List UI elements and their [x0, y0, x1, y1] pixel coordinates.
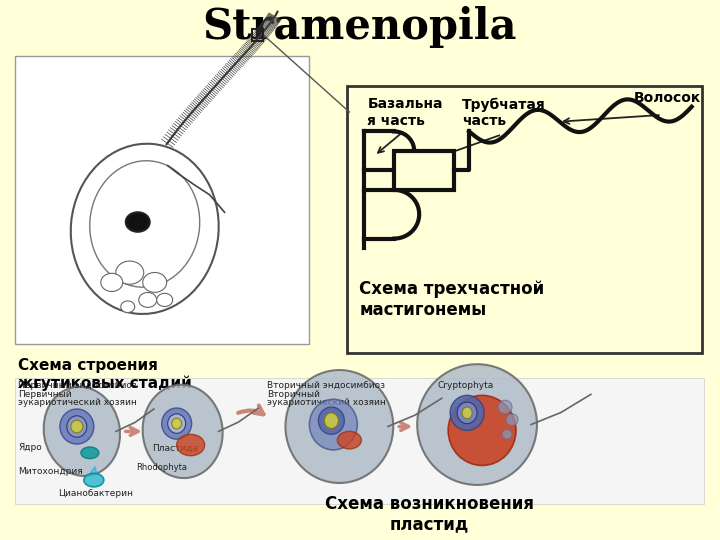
Text: Митохондрия: Митохондрия — [18, 468, 83, 476]
Bar — [395, 151, 454, 190]
Ellipse shape — [126, 212, 150, 232]
Ellipse shape — [168, 414, 186, 433]
Text: Вторичный: Вторичный — [268, 390, 320, 400]
Ellipse shape — [318, 407, 344, 434]
Ellipse shape — [60, 409, 94, 444]
Ellipse shape — [450, 395, 484, 430]
Circle shape — [506, 414, 518, 426]
Ellipse shape — [139, 293, 157, 307]
Ellipse shape — [162, 408, 192, 439]
Text: Cryptophyta: Cryptophyta — [437, 381, 493, 390]
Ellipse shape — [462, 407, 472, 419]
Text: Первичный: Первичный — [18, 390, 71, 400]
Ellipse shape — [44, 387, 120, 476]
Ellipse shape — [116, 261, 144, 284]
Circle shape — [498, 400, 512, 414]
Ellipse shape — [67, 416, 87, 437]
Bar — [347, 86, 702, 354]
Text: эукариотический хозяин: эукариотический хозяин — [18, 399, 137, 407]
Ellipse shape — [143, 384, 222, 478]
Ellipse shape — [325, 413, 338, 428]
Ellipse shape — [84, 473, 104, 487]
Ellipse shape — [448, 395, 516, 465]
Ellipse shape — [71, 420, 83, 433]
Ellipse shape — [71, 144, 219, 314]
Text: Схема строения
жгутиковых стадий: Схема строения жгутиковых стадий — [18, 359, 192, 392]
Ellipse shape — [121, 301, 135, 313]
Ellipse shape — [171, 418, 181, 429]
Circle shape — [502, 429, 512, 439]
Text: Цианобактерин: Цианобактерин — [58, 489, 133, 498]
Ellipse shape — [101, 273, 123, 292]
Text: Вторичный эндосимбиоз: Вторичный эндосимбиоз — [268, 381, 385, 390]
Ellipse shape — [417, 364, 537, 485]
Text: Волосок: Волосок — [634, 91, 701, 105]
Text: эукариотический хозяин: эукариотический хозяин — [268, 399, 387, 407]
Ellipse shape — [90, 161, 199, 287]
Bar — [15, 57, 310, 344]
Ellipse shape — [143, 273, 167, 292]
Text: Ядро: Ядро — [18, 443, 42, 452]
Text: Базальна
я часть: Базальна я часть — [367, 97, 443, 127]
Text: Stramenopila: Stramenopila — [202, 6, 516, 48]
Text: Схема трехчастной
мастигонемы: Схема трехчастной мастигонемы — [359, 280, 544, 319]
Bar — [251, 29, 264, 41]
Text: Первичный эндосимбиоз: Первичный эндосимбиоз — [18, 381, 137, 390]
Ellipse shape — [457, 402, 477, 423]
Ellipse shape — [338, 431, 361, 449]
Text: Трубчатая
часть: Трубчатая часть — [462, 97, 546, 128]
Text: Rhodophyta: Rhodophyta — [136, 463, 186, 471]
Ellipse shape — [176, 434, 204, 456]
Text: Пластида: Пластида — [152, 444, 198, 453]
Text: Схема возникновения
пластид: Схема возникновения пластид — [325, 495, 534, 534]
Bar — [15, 378, 703, 504]
Ellipse shape — [285, 370, 393, 483]
Ellipse shape — [157, 293, 173, 307]
Ellipse shape — [310, 399, 357, 450]
Ellipse shape — [81, 447, 99, 458]
